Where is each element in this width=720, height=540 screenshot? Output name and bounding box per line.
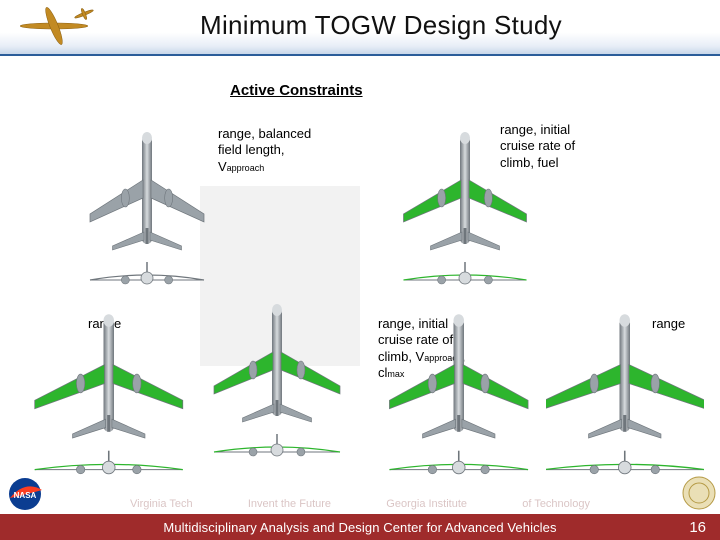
aircraft-planform-icon — [72, 128, 222, 303]
sponsor-text: Invent the Future — [248, 498, 331, 510]
nasa-logo-icon: NASA — [4, 476, 46, 512]
page-number: 16 — [689, 519, 706, 536]
sponsor-text: Virginia Tech — [130, 498, 193, 510]
aircraft-planform-icon — [30, 310, 188, 494]
aircraft-planform-icon — [546, 310, 704, 494]
planes-area — [0, 110, 720, 470]
svg-text:NASA: NASA — [14, 491, 37, 500]
sponsor-text: of Technology — [522, 498, 590, 510]
gt-logo-icon — [682, 476, 716, 510]
sponsor-text: Georgia Institute — [386, 498, 467, 510]
section-title: Active Constraints — [230, 82, 363, 99]
sponsor-row: Virginia Tech Invent the Future Georgia … — [130, 480, 590, 510]
page-title: Minimum TOGW Design Study — [200, 10, 562, 41]
corner-plane-icon — [4, 2, 104, 50]
footer-text: Multidisciplinary Analysis and Design Ce… — [163, 520, 556, 535]
footer-bar: Multidisciplinary Analysis and Design Ce… — [0, 514, 720, 540]
header-band: Minimum TOGW Design Study — [0, 0, 720, 56]
aircraft-planform-icon — [380, 310, 538, 494]
aircraft-planform-icon — [390, 128, 540, 303]
aircraft-planform-icon — [202, 300, 352, 475]
